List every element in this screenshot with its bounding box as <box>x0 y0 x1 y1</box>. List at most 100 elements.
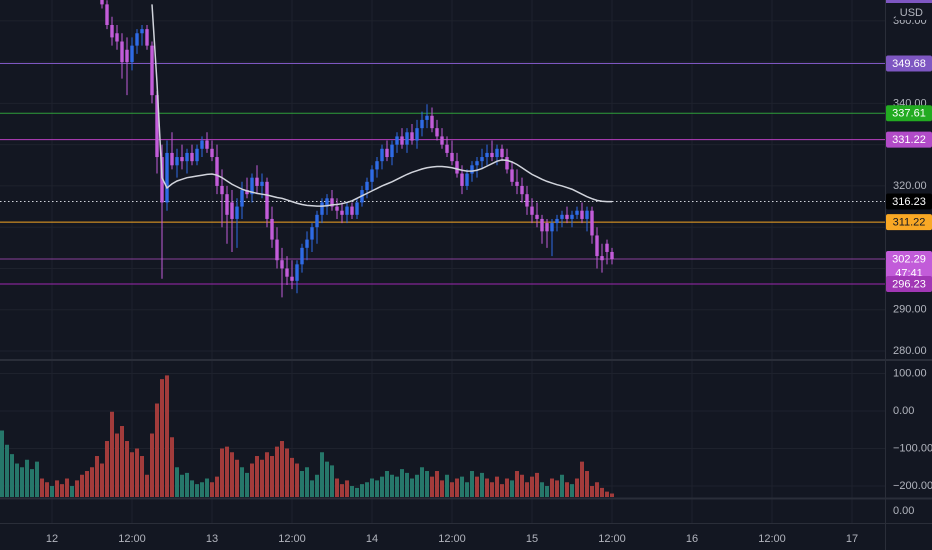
candle-body <box>180 157 184 162</box>
bar <box>440 480 444 497</box>
bar <box>100 463 104 497</box>
candle-body <box>430 115 434 129</box>
bar <box>150 433 154 497</box>
bar <box>355 487 359 497</box>
bar <box>295 463 299 497</box>
bar <box>570 484 574 497</box>
candle-body <box>470 165 474 174</box>
candle-body <box>480 157 484 162</box>
bar <box>170 437 174 497</box>
candle-body <box>195 148 199 162</box>
bar <box>250 463 254 497</box>
candle-body <box>355 202 359 215</box>
bar <box>365 482 369 497</box>
candle-body <box>185 152 189 162</box>
candle-body <box>120 41 124 63</box>
candle-body <box>445 144 449 153</box>
bar <box>485 478 489 497</box>
x-tick-label: 16 <box>686 533 698 545</box>
bar <box>195 484 199 497</box>
bar <box>95 456 99 497</box>
bar <box>425 471 429 497</box>
candle-body <box>550 223 554 232</box>
price-level-label: 337.61 <box>892 108 926 120</box>
candle-body <box>175 157 179 166</box>
candle-body <box>605 243 609 252</box>
bar <box>500 484 504 497</box>
bar <box>225 446 229 497</box>
bar <box>545 486 549 497</box>
y-tick-label: 280.00 <box>893 345 927 357</box>
bar <box>155 403 159 497</box>
bar <box>585 471 589 497</box>
bar <box>50 486 54 497</box>
axes: 280.00290.00300.00310.00320.00330.00340.… <box>46 15 932 545</box>
bar <box>480 472 484 497</box>
candle-body <box>170 152 174 166</box>
bar <box>310 480 314 497</box>
bar <box>290 457 294 497</box>
bar <box>385 471 389 497</box>
currency[interactable]: USD <box>900 7 923 19</box>
x-tick-label: 12:00 <box>118 533 146 545</box>
bar <box>240 467 244 497</box>
candle-body <box>545 223 549 232</box>
y-tick-label: −200.00 <box>893 480 932 492</box>
bar <box>315 474 319 497</box>
bar <box>115 433 119 497</box>
bar <box>320 452 324 497</box>
candle-body <box>395 136 399 145</box>
candle-body <box>595 235 599 257</box>
bar <box>300 471 304 497</box>
price-level-label-box <box>886 105 932 122</box>
y-tick-label: −100.00 <box>893 442 932 454</box>
candle-body <box>230 202 234 219</box>
candle-body <box>390 144 394 158</box>
bar <box>595 482 599 497</box>
bar <box>190 480 194 497</box>
currency-box[interactable] <box>896 5 926 20</box>
bar <box>410 478 414 497</box>
bar <box>85 471 89 497</box>
bar <box>45 482 49 497</box>
bar <box>80 474 84 497</box>
y-tick-label: 100.00 <box>893 367 927 379</box>
bar <box>455 478 459 497</box>
candle-body <box>335 206 339 211</box>
candle-body <box>370 169 374 182</box>
candle-body <box>525 194 529 207</box>
candle-body <box>140 29 144 34</box>
y-tick-label: 0.00 <box>893 505 914 517</box>
bar <box>510 480 514 497</box>
candle-body <box>460 173 464 186</box>
price-level-label: 311.22 <box>893 217 926 229</box>
price-level-label: 316.23 <box>892 196 926 208</box>
x-tick-label: 13 <box>206 533 218 545</box>
bar <box>530 476 534 497</box>
bar <box>335 478 339 497</box>
candle-body <box>285 268 289 277</box>
bar <box>345 480 349 497</box>
bar <box>575 478 579 497</box>
bar <box>185 472 189 497</box>
candle-body <box>210 148 214 158</box>
bar <box>395 476 399 497</box>
indicator-pane <box>0 375 614 497</box>
bar <box>535 472 539 497</box>
bar <box>445 474 449 497</box>
candle-body <box>245 190 249 195</box>
candle-body <box>350 206 354 215</box>
bar <box>415 474 419 497</box>
bar <box>590 486 594 497</box>
candle-body <box>485 152 489 158</box>
candle-body <box>100 0 104 5</box>
candle-body <box>115 33 119 42</box>
bar <box>405 472 409 497</box>
bar <box>30 469 34 497</box>
bar <box>420 467 424 497</box>
bar <box>160 379 164 497</box>
bar <box>180 474 184 497</box>
